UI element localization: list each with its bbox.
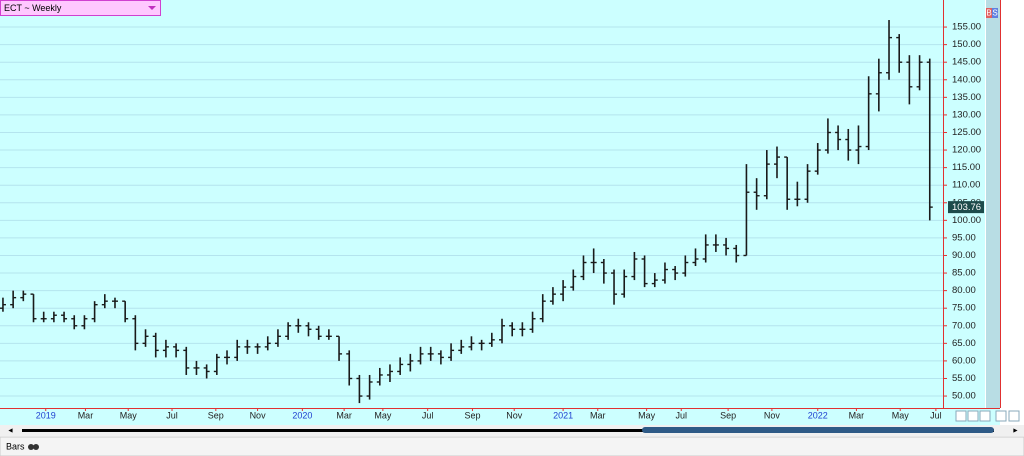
style-icon[interactable]	[28, 444, 34, 450]
scroll-track	[22, 429, 994, 432]
x-tick-label: 2022	[808, 410, 828, 420]
y-tick-label: 140.00	[952, 74, 981, 85]
x-tick-label: Sep	[208, 410, 224, 420]
x-tick-label: Jul	[930, 410, 942, 420]
buy-label: B	[986, 9, 991, 18]
toolbar-button[interactable]	[1008, 410, 1020, 422]
x-tick-label: Nov	[506, 410, 523, 420]
y-tick-label: 50.00	[952, 391, 976, 402]
x-tick-label: Nov	[250, 410, 267, 420]
x-tick-label: Mar	[849, 410, 865, 420]
y-tick-label: 70.00	[952, 320, 976, 331]
x-tick-label: May	[892, 410, 910, 420]
toolbar-button[interactable]	[955, 410, 967, 422]
x-tick-label: May	[120, 410, 138, 420]
y-tick-label: 135.00	[952, 92, 981, 103]
y-tick-label: 130.00	[952, 109, 981, 120]
toolbar-buttons	[955, 410, 1020, 422]
side-strip	[986, 0, 1000, 408]
x-tick-label: 2020	[292, 410, 312, 420]
y-tick-label: 125.00	[952, 127, 981, 138]
x-tick-label: Mar	[78, 410, 94, 420]
last-price-tag	[948, 201, 984, 214]
title-box[interactable]	[0, 0, 161, 16]
time-axis-bg	[0, 408, 1000, 425]
plot-area: 50.00 55.00 60.00 65.00 70.00 75.00 80.00 85.00…	[0, 20, 984, 420]
y-tick-label: 120.00	[952, 145, 981, 156]
y-tick-label: 80.00	[952, 285, 976, 296]
x-tick-label: Mar	[336, 410, 352, 420]
y-tick-label: 150.00	[952, 39, 981, 50]
x-tick-label: Sep	[720, 410, 736, 420]
sell-button[interactable]	[992, 8, 998, 18]
y-tick-label: 60.00	[952, 355, 976, 366]
x-tick-label: May	[638, 410, 656, 420]
chart-style-label: Bars	[6, 441, 25, 451]
scroll-thumb[interactable]	[642, 427, 994, 433]
x-tick-label: May	[374, 410, 392, 420]
y-tick-label: 155.00	[952, 22, 981, 33]
x-tick-label: Mar	[590, 410, 606, 420]
y-tick-label: 110.00	[952, 180, 980, 191]
chart-title: ECT ~ Weekly	[4, 3, 62, 13]
sell-label: S	[992, 9, 997, 18]
style-icon[interactable]	[33, 444, 39, 450]
toolbar-button[interactable]	[995, 410, 1007, 422]
y-tick-label: 85.00	[952, 268, 976, 279]
y-tick-label: 145.00	[952, 57, 981, 68]
x-tick-label: Sep	[464, 410, 480, 420]
last-price-label: 103.76	[952, 202, 981, 213]
toolbar-button[interactable]	[979, 410, 991, 422]
scroll-right[interactable]: ►	[1012, 427, 1019, 434]
y-tick-label: 95.00	[952, 232, 976, 243]
y-tick-label: 115.00	[952, 162, 980, 173]
x-tick-label: Jul	[675, 410, 687, 420]
x-tick-label: 2019	[36, 410, 56, 420]
title-dropdown-arrow[interactable]	[148, 6, 156, 10]
footer-bar	[0, 436, 1024, 456]
scroll-left[interactable]: ◄	[7, 427, 14, 434]
x-tick-label: 2021	[553, 410, 573, 420]
buy-button[interactable]	[986, 8, 992, 18]
y-tick-label: 55.00	[952, 373, 976, 384]
y-tick-label: 90.00	[952, 250, 976, 261]
y-tick-label: 100.00	[952, 215, 981, 226]
y-tick-label: 75.00	[952, 303, 976, 314]
x-tick-label: Jul	[166, 410, 178, 420]
toolbar-button[interactable]	[967, 410, 979, 422]
x-tick-label: Nov	[764, 410, 781, 420]
x-tick-label: Jul	[422, 410, 434, 420]
y-tick-label: 65.00	[952, 338, 976, 349]
